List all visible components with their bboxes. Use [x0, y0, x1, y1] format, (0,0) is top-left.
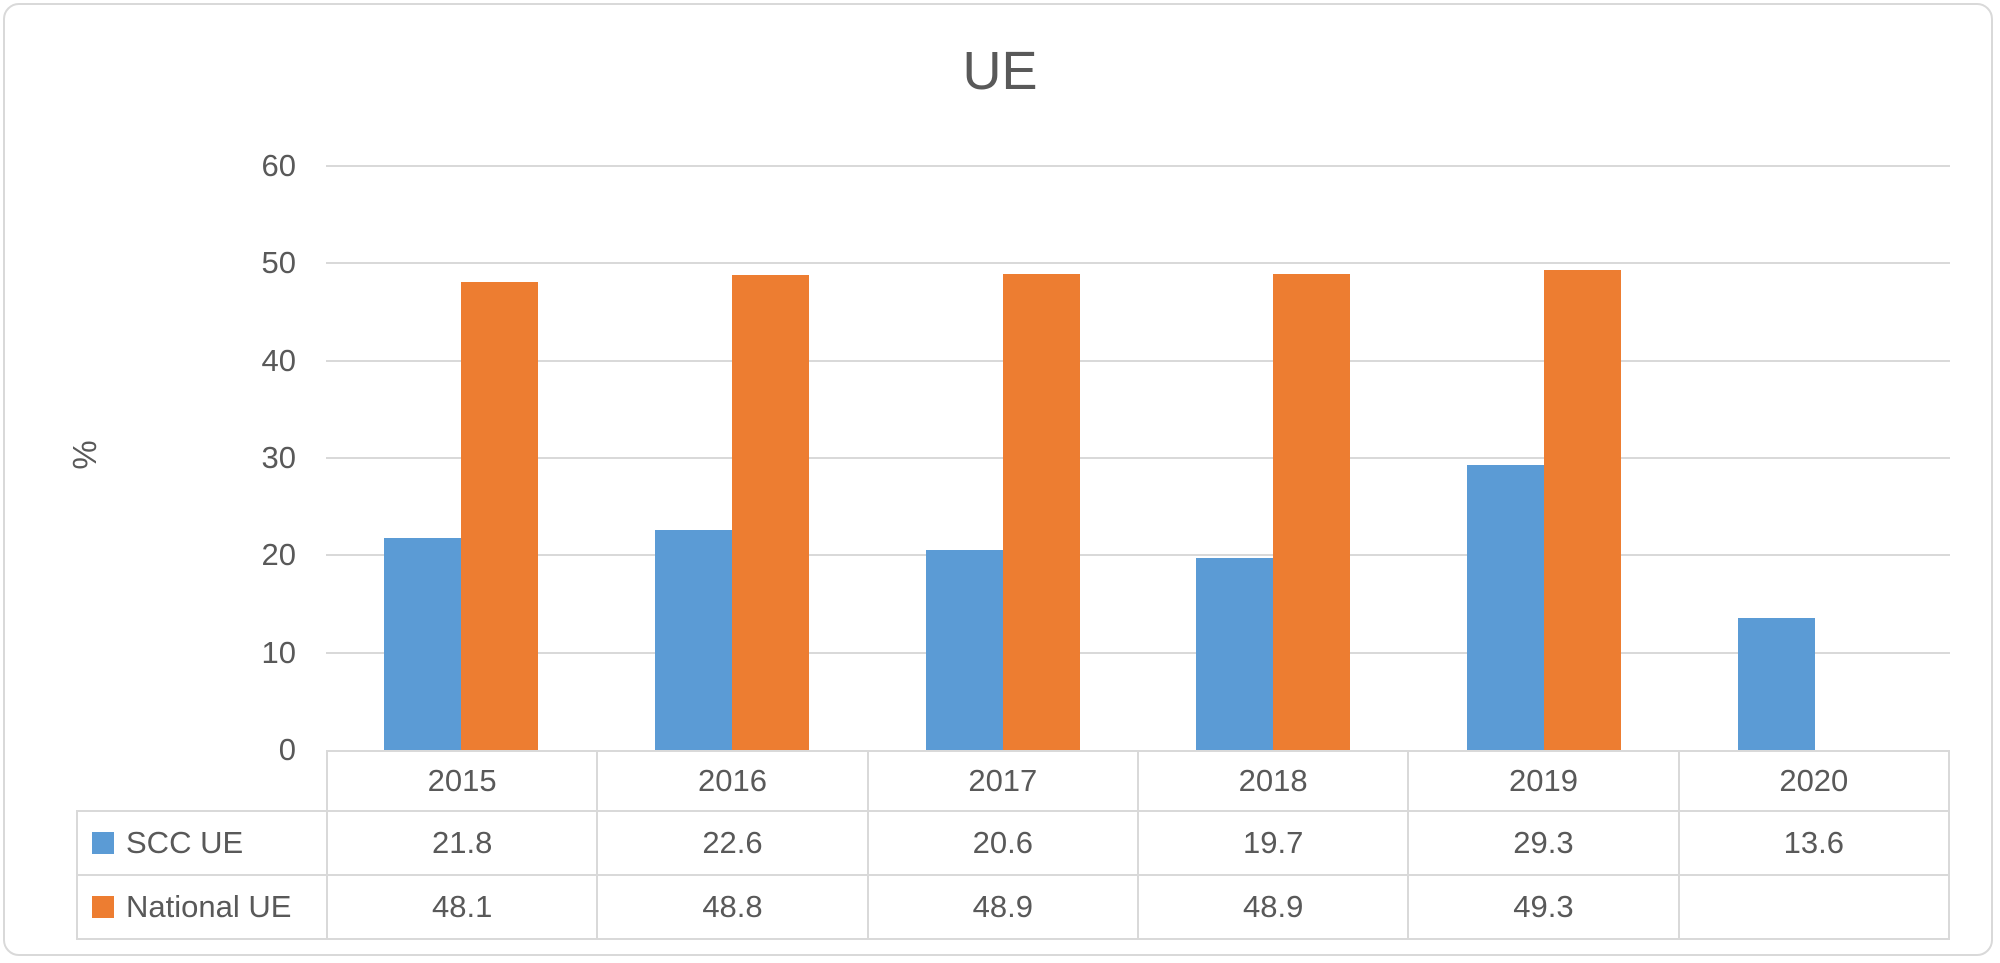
y-tick-label-50: 50 — [261, 245, 296, 281]
bar-scc-ue-2015 — [384, 537, 462, 750]
value-cell-national-ue-2018: 48.9 — [1136, 874, 1410, 940]
table-row: SCC UE 21.8 22.6 20.6 19.7 29.3 13.6 — [76, 810, 1951, 876]
value-cell-scc-ue-2018: 19.7 — [1136, 810, 1410, 876]
plot-area — [326, 165, 1950, 750]
legend-cell-national-ue: National UE — [76, 874, 328, 940]
chart-title: UE — [962, 41, 1038, 101]
y-tick-label-60: 60 — [261, 148, 296, 183]
y-tick-label-0: 0 — [278, 732, 296, 767]
gridline-10 — [326, 651, 1950, 654]
bar-national-ue-2015 — [461, 281, 539, 750]
data-table: 2015 2016 2017 2018 2019 2020 SCC UE 21.8 22.6 20… — [76, 750, 1951, 940]
value-cell-scc-ue-2020: 13.6 — [1677, 810, 1951, 876]
bar-national-ue-2016 — [732, 275, 809, 750]
legend-marker-icon — [92, 831, 114, 854]
bar-national-ue-2019 — [1544, 270, 1621, 750]
category-cell-2017: 2017 — [866, 750, 1139, 812]
value-cell-national-ue-2016: 48.8 — [596, 874, 869, 940]
bar-scc-ue-2017 — [925, 549, 1003, 750]
y-tick-label-30: 30 — [261, 440, 296, 475]
gridline-50 — [326, 262, 1950, 265]
value-cell-national-ue-2015: 48.1 — [325, 874, 599, 940]
bar-scc-ue-2016 — [655, 530, 732, 750]
y-tick-label-20: 20 — [261, 537, 296, 573]
y-axis-title: % — [66, 440, 103, 470]
legend-marker-icon — [92, 895, 114, 918]
category-cell-2016: 2016 — [596, 750, 869, 812]
table-row: National UE 48.1 48.8 48.9 48.9 49.3 — [76, 874, 1951, 940]
gridline-30 — [326, 457, 1950, 459]
value-cell-national-ue-2017: 48.9 — [866, 874, 1139, 940]
bar-national-ue-2018 — [1273, 274, 1351, 750]
category-cell-2018: 2018 — [1136, 750, 1410, 812]
legend-cell-scc-ue: SCC UE — [76, 810, 328, 876]
table-corner-cell — [77, 751, 327, 811]
value-cell-scc-ue-2019: 29.3 — [1407, 810, 1680, 876]
bar-national-ue-2017 — [1002, 274, 1080, 750]
category-cell-2019: 2019 — [1407, 750, 1680, 812]
value-cell-scc-ue-2017: 20.6 — [866, 810, 1139, 876]
bar-scc-ue-2019 — [1467, 464, 1544, 750]
bar-scc-ue-2018 — [1196, 558, 1274, 750]
gridline-40 — [326, 359, 1950, 362]
legend-label: National UE — [126, 889, 292, 924]
value-cell-scc-ue-2015: 21.8 — [325, 810, 599, 876]
legend-label: SCC UE — [126, 825, 244, 860]
value-cell-scc-ue-2016: 22.6 — [596, 810, 869, 876]
category-cell-2015: 2015 — [325, 750, 599, 812]
y-tick-label-40: 40 — [261, 342, 296, 378]
bar-scc-ue-2020 — [1737, 617, 1815, 750]
category-cell-2020: 2020 — [1677, 750, 1951, 812]
value-cell-national-ue-2019: 49.3 — [1407, 874, 1680, 940]
y-tick-label-10: 10 — [261, 634, 296, 670]
gridline-60 — [326, 165, 1950, 167]
value-cell-national-ue-2020 — [1677, 874, 1951, 940]
gridline-20 — [326, 554, 1950, 557]
